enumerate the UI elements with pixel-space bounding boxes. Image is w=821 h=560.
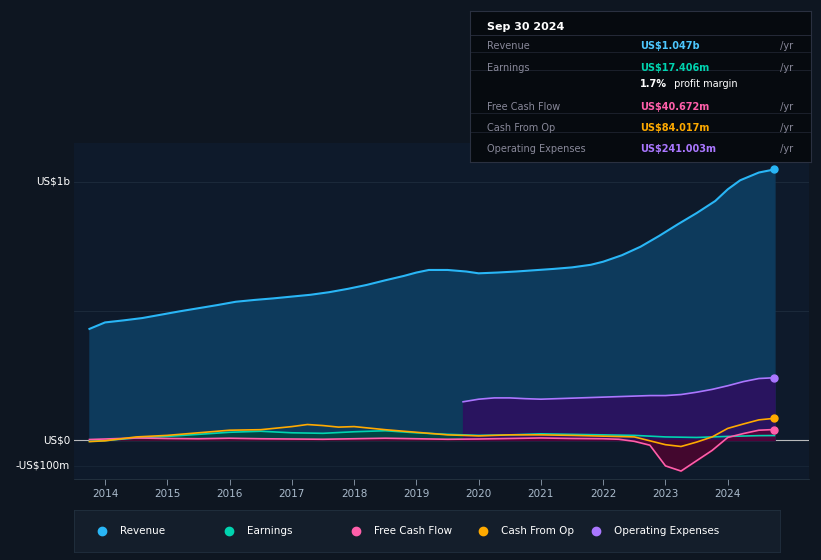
Text: Revenue: Revenue	[120, 526, 165, 536]
Text: Free Cash Flow: Free Cash Flow	[487, 102, 560, 112]
Text: Operating Expenses: Operating Expenses	[487, 144, 585, 154]
Text: Sep 30 2024: Sep 30 2024	[487, 22, 564, 32]
Text: US$40.672m: US$40.672m	[640, 102, 709, 112]
Text: Earnings: Earnings	[247, 526, 292, 536]
Text: /yr: /yr	[777, 41, 793, 52]
Text: /yr: /yr	[777, 144, 793, 154]
Text: US$0: US$0	[43, 435, 71, 445]
Text: US$17.406m: US$17.406m	[640, 63, 709, 73]
Text: Free Cash Flow: Free Cash Flow	[374, 526, 452, 536]
Text: Revenue: Revenue	[487, 41, 530, 52]
Text: Earnings: Earnings	[487, 63, 530, 73]
Text: Cash From Op: Cash From Op	[487, 123, 555, 133]
Text: 1.7%: 1.7%	[640, 80, 667, 89]
Text: /yr: /yr	[777, 63, 793, 73]
Text: /yr: /yr	[777, 123, 793, 133]
Text: -US$100m: -US$100m	[16, 461, 71, 471]
Text: /yr: /yr	[777, 102, 793, 112]
Text: US$84.017m: US$84.017m	[640, 123, 710, 133]
Text: US$1b: US$1b	[36, 176, 71, 186]
Text: Operating Expenses: Operating Expenses	[614, 526, 719, 536]
Text: US$241.003m: US$241.003m	[640, 144, 717, 154]
Text: Cash From Op: Cash From Op	[501, 526, 574, 536]
Text: profit margin: profit margin	[671, 80, 738, 89]
Text: US$1.047b: US$1.047b	[640, 41, 700, 52]
